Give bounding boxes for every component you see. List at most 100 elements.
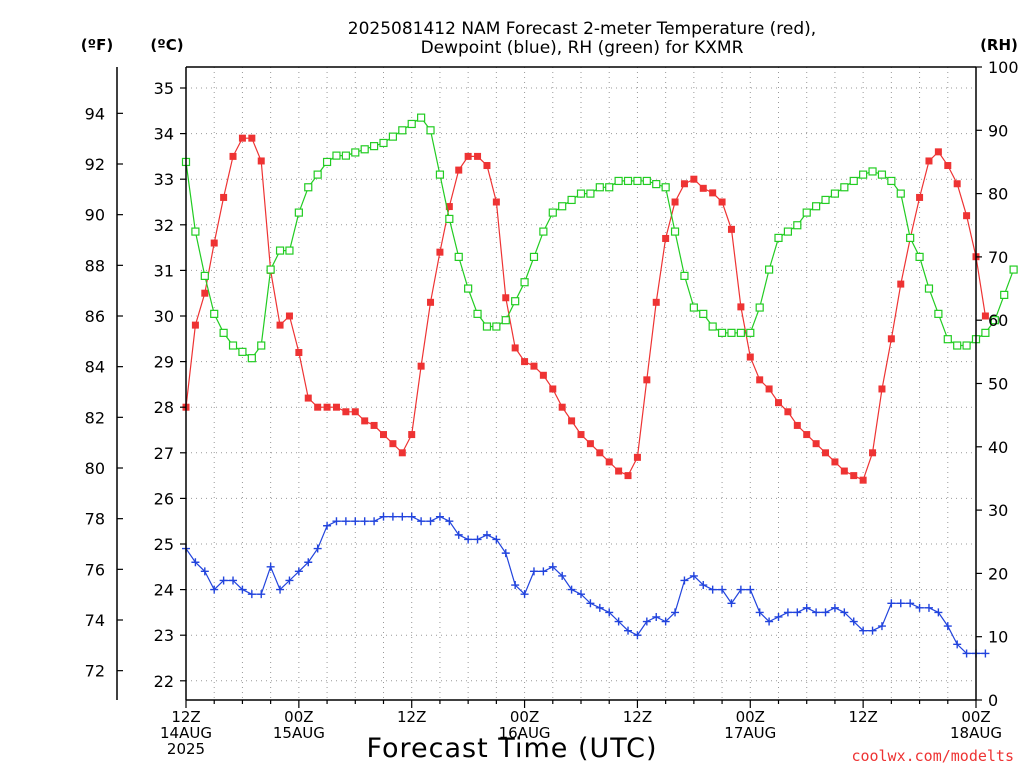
rh-point — [445, 214, 454, 224]
dewpoint-point — [746, 585, 755, 594]
temperature-point — [210, 239, 218, 247]
rh-point — [727, 328, 736, 337]
temperature-point — [220, 193, 228, 201]
x-tick-label: 15AUG — [273, 724, 325, 742]
rh-point — [586, 189, 595, 198]
fahrenheit-tick-label: 92 — [85, 155, 105, 174]
chart-title-line1: 2025081412 NAM Forecast 2-meter Temperat… — [348, 19, 816, 39]
fahrenheit-axis-unit: (ºF) — [81, 36, 113, 54]
rh-point — [332, 151, 341, 160]
rh-point — [746, 328, 755, 337]
dewpoint-line — [185, 515, 986, 655]
dewpoint-point — [323, 521, 332, 530]
dewpoint-point — [915, 603, 924, 612]
temperature-point — [586, 440, 594, 448]
rh-point — [322, 157, 332, 167]
dewpoint-point — [426, 517, 435, 526]
temperature-point — [314, 403, 322, 411]
rh-point — [774, 233, 783, 243]
temperature-point — [408, 431, 416, 439]
temperature-point — [304, 394, 312, 402]
rh-point — [736, 328, 745, 337]
dewpoint-point — [624, 626, 633, 635]
celsius-tick-label: 35 — [154, 79, 174, 98]
temperature-point — [887, 335, 895, 343]
fahrenheit-tick-label: 88 — [85, 256, 105, 275]
fahrenheit-tick-label: 78 — [85, 510, 105, 529]
rh-point — [247, 354, 256, 363]
temperature-point — [370, 421, 378, 429]
dewpoint-point — [445, 517, 454, 526]
fahrenheit-tick-label: 86 — [85, 307, 105, 326]
celsius-tick-label: 32 — [154, 216, 174, 235]
dewpoint-point — [200, 567, 209, 576]
rh-point — [210, 309, 219, 318]
rh-tick-label: 80 — [988, 185, 1008, 204]
temperature-point — [680, 180, 688, 188]
temperature-point — [897, 280, 905, 288]
temperature-point — [840, 467, 848, 475]
dewpoint-point — [464, 535, 473, 544]
rh-point — [943, 335, 952, 344]
temperature-point — [389, 440, 397, 448]
x-tick-label: 00Z — [284, 708, 313, 726]
dewpoint-point — [417, 517, 426, 526]
temperature-point — [577, 431, 585, 439]
temperature-point — [558, 403, 566, 411]
dewpoint-point — [812, 608, 821, 617]
temperature-point — [342, 408, 350, 416]
rh-point — [793, 221, 802, 230]
fahrenheit-tick-label: 94 — [85, 104, 105, 123]
temperature-point — [445, 203, 453, 211]
dewpoint-point — [304, 558, 313, 567]
celsius-tick-label: 33 — [154, 170, 174, 189]
rh-point — [191, 227, 200, 236]
rh-point — [868, 167, 877, 176]
temperature-point — [332, 403, 340, 411]
temperature-point — [633, 453, 641, 461]
rh-tick-label: 40 — [988, 438, 1008, 457]
dewpoint-point — [859, 626, 868, 635]
rh-tick-label: 30 — [988, 501, 1008, 520]
celsius-tick-label: 27 — [154, 444, 174, 463]
rh-point — [398, 126, 407, 135]
rh-point — [614, 176, 623, 186]
rh-point — [379, 138, 388, 148]
temperature-point — [295, 348, 303, 356]
temperature-point — [953, 180, 961, 188]
x-tick-label: 00Z — [961, 708, 990, 726]
temperature-point — [709, 189, 717, 197]
rh-point — [435, 170, 445, 179]
temperature-point — [549, 385, 557, 393]
rh-point — [652, 180, 661, 189]
dewpoint-point — [708, 585, 717, 594]
rh-point — [294, 208, 303, 217]
rh-point — [548, 208, 557, 217]
dewpoint-point — [877, 622, 886, 631]
celsius-tick-label: 28 — [154, 398, 174, 417]
rh-point — [915, 252, 924, 261]
dewpoint-point — [661, 617, 670, 626]
dewpoint-point — [962, 649, 971, 658]
temperature-point — [699, 184, 707, 192]
rh-point — [228, 341, 238, 350]
rh-point — [962, 341, 971, 350]
rh-tick-label: 50 — [988, 375, 1008, 394]
temperature-point — [652, 298, 660, 306]
dewpoint-point — [370, 517, 379, 526]
dewpoint-point — [605, 608, 614, 617]
rh-line — [185, 116, 1015, 360]
credit-text: coolwx.com/modelts — [851, 747, 1014, 765]
temperature-point — [502, 294, 510, 302]
temperature-point — [285, 312, 293, 320]
temperature-point — [934, 148, 942, 156]
rh-point — [764, 265, 774, 274]
dewpoint-point — [887, 599, 896, 608]
temperature-point — [624, 472, 632, 480]
x-tick-label: 00Z — [510, 708, 539, 726]
dewpoint-point — [934, 608, 943, 617]
temperature-point — [727, 225, 735, 233]
rh-point — [511, 297, 520, 306]
rh-point — [567, 195, 576, 205]
rh-point — [642, 176, 651, 186]
